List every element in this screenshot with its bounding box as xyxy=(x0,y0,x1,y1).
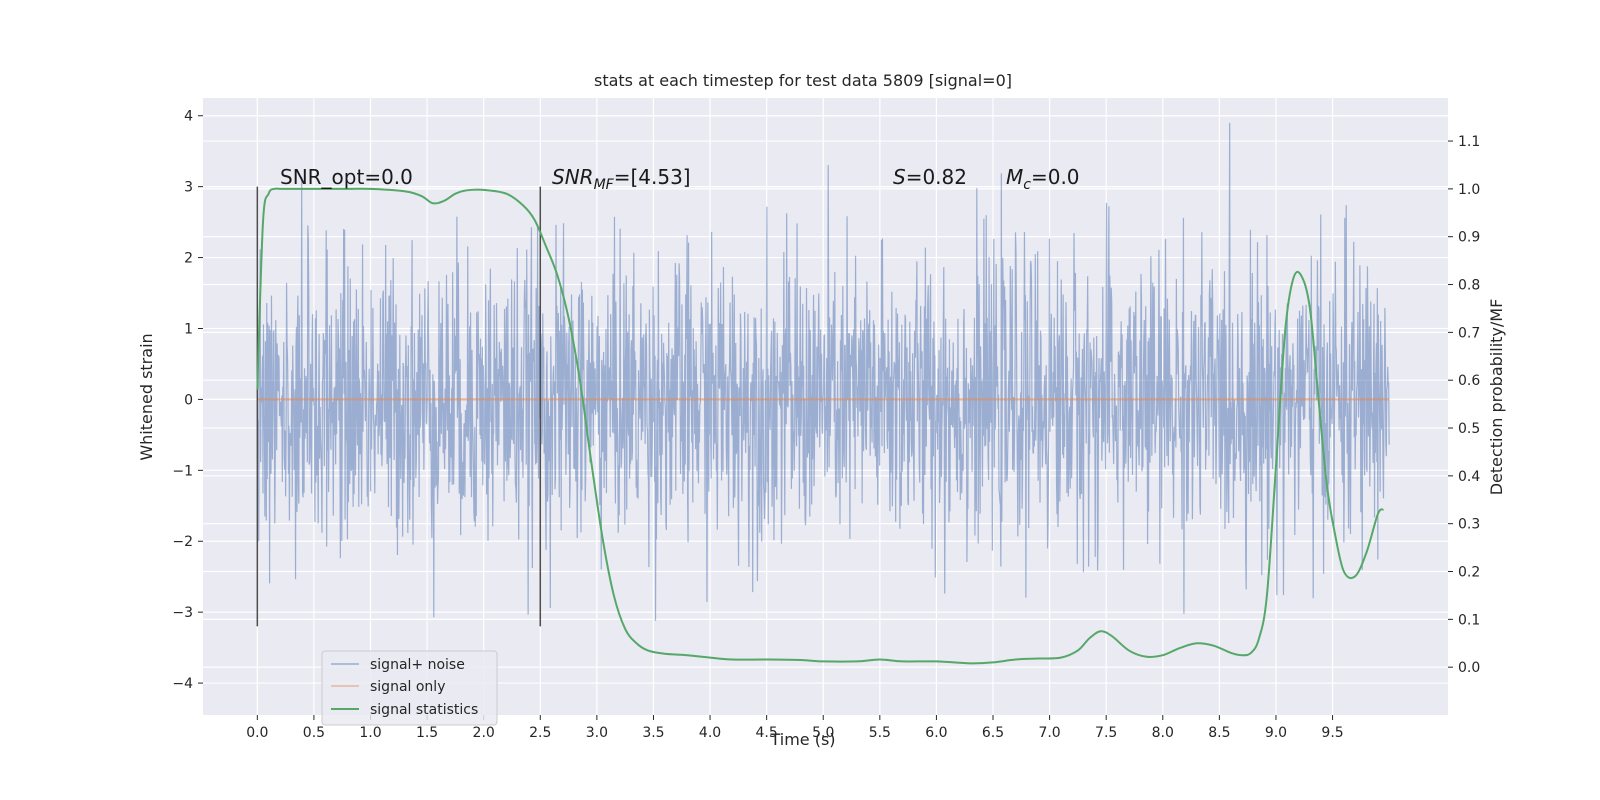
y-tick-label: 3 xyxy=(184,180,193,196)
legend-label-noise: signal+ noise xyxy=(370,657,465,673)
y2-tick-label: 0.6 xyxy=(1458,373,1480,389)
annotation-snr-mf-sub: MF xyxy=(594,177,615,193)
vertical-markers xyxy=(256,186,542,627)
annotation-s-value: =0.82 xyxy=(906,165,967,189)
chart-title: stats at each timestep for test data 580… xyxy=(594,71,1012,90)
x-tick-label: 3.0 xyxy=(586,725,608,741)
x-tick-label: 2.5 xyxy=(529,725,551,741)
y2-tick-label: 0.7 xyxy=(1458,325,1480,341)
x-tick-label: 0.5 xyxy=(303,725,325,741)
y-tick-label: −1 xyxy=(172,463,193,479)
y2-tick-label: 0.1 xyxy=(1458,612,1480,628)
x-tick-label: 5.0 xyxy=(812,725,834,741)
y2-axis-label: Detection probability/MF xyxy=(1487,299,1506,496)
annotation-mc: Mc=0.0 xyxy=(1006,165,1080,193)
x-tick-label: 7.0 xyxy=(1038,725,1060,741)
series-signal-noise xyxy=(256,122,1390,621)
y2-tick-label: 0.4 xyxy=(1458,469,1480,485)
x-tick-label: 9.5 xyxy=(1321,725,1343,741)
annotation-mc-main: M xyxy=(1006,165,1023,189)
x-tick-label: 4.0 xyxy=(699,725,721,741)
annotation-mc-value: =0.0 xyxy=(1031,165,1080,189)
y-axis-ticks: 4 3 2 1 0 −1 −2 −3 −4 xyxy=(172,109,203,692)
series-signal-statistics xyxy=(256,187,1385,665)
x-tick-label: 5.5 xyxy=(869,725,891,741)
y2-axis-ticks: 1.1 1.0 0.9 0.8 0.7 0.6 0.5 0.4 0.3 0.2 0.1 0.0 xyxy=(1448,134,1480,676)
y-tick-label: 2 xyxy=(184,251,193,267)
x-axis-ticks: 0.0 0.5 1.0 1.5 2.0 2.5 3.0 3.5 4.0 4.5 5.0 5.5 6.0 6… xyxy=(246,715,1344,741)
y2-tick-label: 0.5 xyxy=(1458,421,1480,437)
x-tick-label: 6.0 xyxy=(925,725,947,741)
y-axis-label: Whitened strain xyxy=(137,333,156,460)
x-tick-label: 7.5 xyxy=(1095,725,1117,741)
x-tick-label: 8.5 xyxy=(1208,725,1230,741)
annotation-mc-sub: c xyxy=(1023,177,1031,193)
annotation-s-main: S xyxy=(893,165,906,189)
x-tick-label: 1.0 xyxy=(359,725,381,741)
x-tick-label: 6.5 xyxy=(982,725,1004,741)
x-tick-label: 1.5 xyxy=(416,725,438,741)
x-tick-label: 8.0 xyxy=(1152,725,1174,741)
x-tick-label: 2.0 xyxy=(473,725,495,741)
annotation-snr-opt: SNR_opt=0.0 xyxy=(280,165,413,189)
x-tick-label: 0.0 xyxy=(246,725,268,741)
annotation-snr-mf-main: SNR xyxy=(552,165,594,189)
y-tick-label: −2 xyxy=(172,534,193,550)
annotation-snr-mf: SNRMF=[4.53] xyxy=(552,165,691,193)
y2-tick-label: 0.9 xyxy=(1458,230,1480,246)
y2-tick-label: 0.0 xyxy=(1458,660,1480,676)
annotation-s: S=0.82 xyxy=(893,165,967,189)
y-tick-label: 1 xyxy=(184,321,193,337)
noise-trace xyxy=(256,122,1390,621)
x-tick-label: 9.0 xyxy=(1265,725,1287,741)
y2-tick-label: 1.0 xyxy=(1458,182,1480,198)
x-tick-label: 3.5 xyxy=(642,725,664,741)
x-tick-label: 4.5 xyxy=(756,725,778,741)
legend-label-stats: signal statistics xyxy=(370,702,478,718)
y-tick-label: −3 xyxy=(172,605,193,621)
annotation-snr-mf-value: =[4.53] xyxy=(614,165,691,189)
legend: signal+ noise signal only signal statist… xyxy=(321,650,498,726)
y-tick-label: 4 xyxy=(184,109,193,125)
y-tick-label: −4 xyxy=(172,676,193,692)
y2-tick-label: 0.3 xyxy=(1458,517,1480,533)
legend-label-signal: signal only xyxy=(370,679,445,695)
y2-tick-label: 0.8 xyxy=(1458,278,1480,294)
y2-tick-label: 0.2 xyxy=(1458,565,1480,581)
y2-tick-label: 1.1 xyxy=(1458,134,1480,150)
y-tick-label: 0 xyxy=(184,392,193,408)
legend-frame xyxy=(321,650,498,726)
x-axis-label: Time (s) xyxy=(769,730,835,749)
